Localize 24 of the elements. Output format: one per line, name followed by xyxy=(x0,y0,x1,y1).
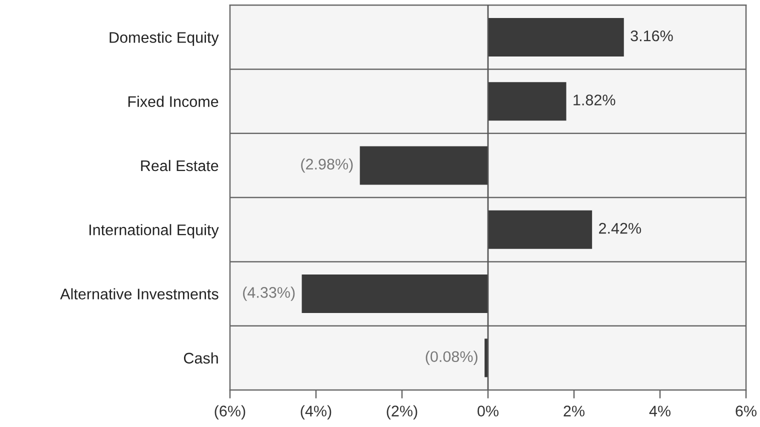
data-label: 3.16% xyxy=(630,30,673,42)
bar xyxy=(488,18,624,56)
bar xyxy=(488,210,592,249)
bar xyxy=(360,146,488,185)
y-tick-label: Real Estate xyxy=(141,160,218,172)
y-tick-label: Domestic Equity xyxy=(110,32,219,46)
bar xyxy=(302,274,488,314)
bar xyxy=(488,82,566,121)
x-tick-label: 6% xyxy=(736,406,757,416)
x-tick-label: (2%) xyxy=(386,405,418,420)
data-label: (2.98%) xyxy=(301,158,353,173)
x-tick-label: (6%) xyxy=(214,405,246,420)
data-label: (4.33%) xyxy=(243,286,295,301)
x-tick-label: 0% xyxy=(478,406,498,416)
y-tick-label: Fixed Income xyxy=(128,96,218,108)
y-tick-label: Alternative Investments xyxy=(60,288,218,300)
x-tick-label: (4%) xyxy=(300,405,332,420)
data-label: (0.08%) xyxy=(426,350,478,366)
y-tick-label: International Equity xyxy=(89,224,219,238)
data-label: 1.82% xyxy=(574,94,616,106)
x-tick-label: 2% xyxy=(564,406,584,416)
x-tick-label: 4% xyxy=(649,406,671,416)
y-tick-label: Cash xyxy=(184,352,218,364)
data-label: 2.42% xyxy=(599,222,642,234)
